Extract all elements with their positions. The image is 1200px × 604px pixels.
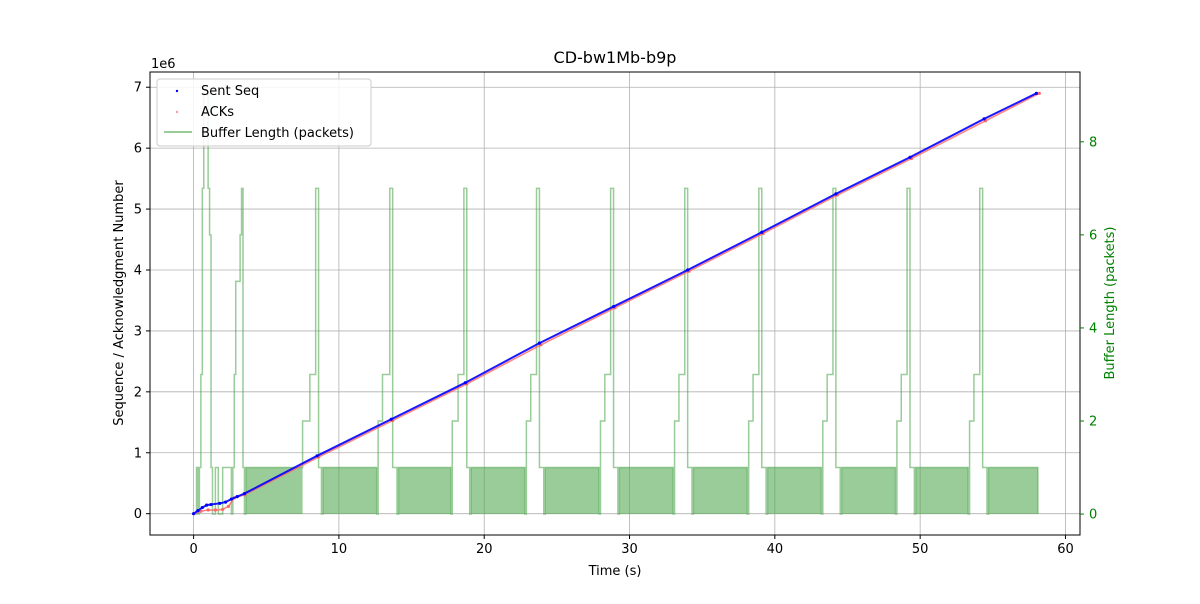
ack-point (221, 507, 225, 512)
y-left-tick-label: 3 (134, 324, 142, 339)
legend-label-sent-seq: Sent Seq (201, 84, 259, 99)
x-axis: 0 10 20 30 40 50 60 (189, 535, 1074, 557)
sent-seq-point (205, 503, 209, 507)
y-axis-right-label: Buffer Length (packets) (1103, 226, 1118, 379)
x-tick-label: 10 (331, 542, 348, 557)
sent-seq-point (908, 155, 912, 159)
sent-seq-point (537, 341, 542, 345)
sequence-series-layer (191, 91, 1041, 516)
y-right-tick-label: 8 (1089, 135, 1097, 150)
buffer-oscillation-band (245, 467, 303, 515)
y-left-tick-label: 7 (134, 81, 142, 96)
y-axis-right: 0 2 4 6 8 (1080, 135, 1097, 523)
sent-seq-point (760, 230, 764, 234)
legend-label-acks: ACKs (201, 105, 234, 120)
y-axis-left: 0 1 2 3 4 5 6 7 (134, 81, 150, 522)
sent-seq-point (223, 500, 228, 504)
x-tick-label: 40 (767, 542, 784, 557)
sent-seq-point (982, 117, 986, 121)
buffer-oscillation-band (988, 467, 1038, 515)
sent-seq-point (229, 497, 233, 501)
sent-seq-point (242, 491, 247, 496)
ack-point (1037, 91, 1041, 95)
y-left-tick-label: 1 (134, 446, 142, 461)
legend-box (156, 78, 372, 147)
sent-seq-point (209, 502, 213, 507)
y-right-tick-label: 4 (1089, 321, 1097, 336)
y-left-tick-label: 2 (134, 385, 142, 400)
buffer-oscillation-band (915, 467, 969, 515)
buffer-series-layer (193, 94, 1039, 515)
legend-marker-sent-seq (175, 89, 179, 93)
buffer-oscillation-band (619, 467, 674, 515)
x-tick-label: 0 (189, 542, 197, 557)
sent-seq-point (834, 192, 838, 196)
sent-seq-point (611, 304, 616, 309)
sent-seq-point (235, 495, 239, 499)
buffer-oscillation-band (322, 467, 377, 515)
legend-marker-acks (175, 110, 179, 114)
x-tick-label: 50 (912, 542, 929, 557)
y-right-tick-label: 2 (1089, 414, 1097, 429)
y-right-tick-label: 0 (1089, 508, 1097, 523)
grid-lines (150, 72, 1080, 535)
y-left-tick-label: 4 (134, 263, 142, 278)
sent-seq-point (191, 512, 196, 516)
legend-label-buffer: Buffer Length (packets) (201, 126, 354, 141)
sent-seq-point (686, 268, 690, 272)
x-tick-label: 20 (476, 542, 493, 557)
sent-seq-point (1034, 91, 1039, 95)
sent-seq-point (315, 454, 319, 458)
ack-point (226, 504, 231, 508)
buffer-oscillation-band (471, 467, 525, 515)
y-left-tick-label: 5 (134, 203, 142, 218)
plot-frame (149, 71, 1081, 536)
legend: Sent Seq ACKs Buffer Length (packets) (156, 78, 372, 147)
chart-title: CD-bw1Mb-b9p (554, 48, 677, 67)
y-right-tick-label: 6 (1089, 228, 1097, 243)
buffer-oscillation-band (693, 467, 748, 515)
x-tick-label: 60 (1057, 542, 1074, 557)
buffer-oscillation-band (545, 467, 600, 515)
ack-point (213, 508, 217, 512)
y-left-tick-label: 0 (134, 507, 142, 522)
x-axis-label: Time (s) (588, 564, 642, 579)
sent-seq-point (200, 505, 204, 510)
ack-point (199, 509, 203, 513)
buffer-oscillation-band (767, 467, 822, 515)
y-axis-left-label: Sequence / Acknowledgment Number (112, 180, 127, 426)
buffer-oscillation-band (841, 467, 896, 515)
buffer-oscillation-band (398, 467, 451, 515)
sent-seq-point (218, 501, 222, 505)
sent-seq-point (196, 509, 200, 513)
x-tick-label: 30 (621, 542, 638, 557)
ack-point (206, 508, 210, 512)
sent-seq-point (463, 381, 467, 385)
y-left-tick-label: 6 (134, 142, 142, 157)
sent-seq-point (389, 417, 393, 421)
y-axis-left-multiplier: 1e6 (151, 57, 176, 72)
